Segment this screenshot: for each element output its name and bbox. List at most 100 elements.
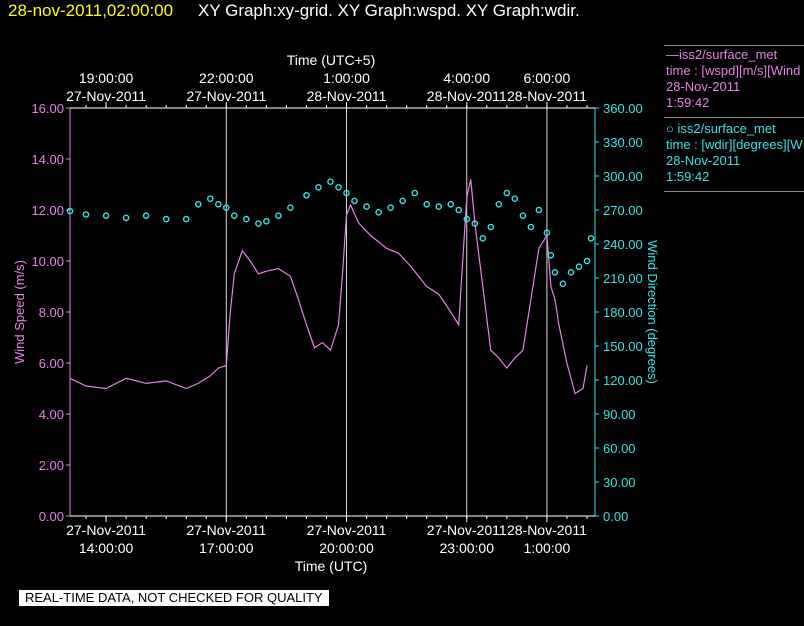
graph-title: XY Graph:xy-grid. XY Graph:wspd. XY Grap…	[198, 1, 580, 20]
right-tick-label: 0.00	[603, 509, 628, 524]
right-tick-label: 60.00	[603, 441, 636, 456]
wind-direction-point	[423, 200, 431, 208]
top-tick-date: 28-Nov-2011	[427, 88, 507, 104]
legend-speed-source: —iss2/surface_met	[666, 47, 778, 62]
wind-direction-point	[162, 215, 170, 223]
wind-direction-point	[255, 220, 262, 227]
bottom-tick-time: 20:00:00	[319, 540, 374, 556]
wind-direction-point	[567, 268, 575, 276]
right-tick-label: 240.00	[603, 237, 643, 252]
bottom-tick-time: 14:00:00	[79, 540, 134, 556]
wind-direction-point	[66, 207, 74, 215]
wind-direction-point	[182, 215, 190, 223]
wind-direction-point	[315, 183, 322, 191]
wind-direction-point	[399, 197, 406, 205]
wind-direction-point	[122, 214, 130, 222]
wind-direction-point	[206, 195, 214, 202]
wind-direction-point	[527, 223, 535, 231]
bottom-tick-date: 27-Nov-2011	[66, 522, 146, 538]
wind-direction-point	[455, 206, 463, 214]
wind-direction-point	[242, 215, 250, 223]
right-tick-label: 330.00	[603, 135, 643, 150]
top-tick-date: 28-Nov-2011	[307, 88, 387, 104]
right-tick-label: 120.00	[603, 373, 643, 388]
wind-direction-point	[263, 217, 270, 225]
wind-direction-point	[287, 204, 294, 211]
left-tick-label: 8.00	[39, 305, 64, 320]
wind-direction-point	[559, 280, 567, 288]
wind-direction-point	[463, 215, 471, 223]
legend-dir-date: 28-Nov-2011	[666, 153, 741, 168]
right-tick-label: 300.00	[603, 169, 643, 184]
bottom-tick-time: 17:00:00	[199, 540, 254, 556]
wind-direction-point	[222, 204, 230, 211]
legend-speed-time: 1:59:42	[666, 95, 710, 110]
wind-direction-point	[275, 212, 282, 219]
right-tick-label: 90.00	[603, 407, 636, 422]
top-tick-date: 27-Nov-2011	[66, 88, 146, 104]
wind-direction-point	[487, 223, 495, 231]
top-tick-date: 27-Nov-2011	[186, 88, 266, 104]
wind-direction-point	[214, 200, 222, 208]
wind-direction-point	[343, 189, 350, 197]
wind-direction-point	[535, 206, 543, 214]
wind-direction-point	[435, 203, 443, 210]
left-tick-label: 2.00	[39, 458, 64, 473]
top-tick-time: 19:00:00	[79, 70, 134, 86]
right-tick-label: 30.00	[603, 475, 636, 490]
bottom-tick-date: 28-Nov-2011	[507, 522, 587, 538]
legend-wind-speed: —iss2/surface_met time : [wspd][m/s][Win…	[666, 47, 804, 111]
wind-direction-point	[511, 195, 519, 202]
wind-direction-point	[471, 220, 479, 227]
wind-direction-point	[551, 268, 559, 276]
bottom-tick-time: 23:00:00	[440, 540, 495, 556]
left-tick-label: 14.00	[31, 152, 64, 167]
wind-direction-point	[351, 197, 358, 205]
wind-direction-point	[335, 183, 342, 191]
top-tick-date: 28-Nov-2011	[507, 88, 587, 104]
top-tick-time: 6:00:00	[524, 70, 571, 86]
wind-direction-point	[543, 229, 551, 236]
wind-direction-point	[230, 212, 238, 219]
legend-wind-direction: ○ iss2/surface_met time : [wdir][degrees…	[666, 121, 804, 185]
wind-direction-point	[327, 178, 334, 185]
wind-direction-point	[142, 212, 150, 219]
wind-direction-point	[194, 200, 202, 208]
wind-direction-point	[479, 234, 487, 242]
wind-direction-point	[519, 212, 527, 219]
wind-direction-point	[583, 257, 591, 265]
y-axis-title-right: Wind Direction (degrees)	[645, 240, 660, 384]
legend-divider	[664, 117, 804, 118]
right-tick-label: 150.00	[603, 339, 643, 354]
wind-direction-point	[587, 234, 595, 242]
right-tick-label: 270.00	[603, 203, 643, 218]
wind-direction-point	[387, 204, 394, 211]
bottom-tick-time: 1:00:00	[524, 540, 571, 556]
right-tick-label: 360.00	[603, 101, 643, 116]
wind-direction-point	[375, 208, 382, 216]
legend-speed-variable: time : [wspd][m/s][Wind	[666, 63, 801, 78]
left-tick-label: 6.00	[39, 356, 64, 371]
left-tick-label: 16.00	[31, 101, 64, 116]
wind-direction-point	[447, 200, 455, 208]
right-tick-label: 180.00	[603, 305, 643, 320]
bottom-tick-date: 27-Nov-2011	[186, 522, 266, 538]
top-tick-time: 4:00:00	[443, 70, 490, 86]
wind-direction-point	[363, 203, 370, 210]
left-tick-label: 4.00	[39, 407, 64, 422]
wind-speed-series-line	[69, 179, 588, 395]
wind-direction-point	[495, 200, 503, 208]
wind-direction-point	[547, 251, 555, 259]
right-tick-label: 210.00	[603, 271, 643, 286]
legend-divider	[664, 191, 804, 192]
y-axis-title-left: Wind Speed (m/s)	[12, 260, 27, 364]
timestamp-header: 28-nov-2011,02:00:00	[8, 1, 174, 20]
legend-speed-date: 28-Nov-2011	[666, 79, 741, 94]
left-tick-label: 12.00	[31, 203, 64, 218]
legend-dir-variable: time : [wdir][degrees][W	[666, 137, 803, 152]
legend-divider	[664, 45, 804, 46]
wind-direction-point	[411, 189, 419, 197]
x-axis-title-top: Time (UTC+5)	[287, 52, 376, 68]
legend-dir-source: ○ iss2/surface_met	[666, 121, 776, 136]
